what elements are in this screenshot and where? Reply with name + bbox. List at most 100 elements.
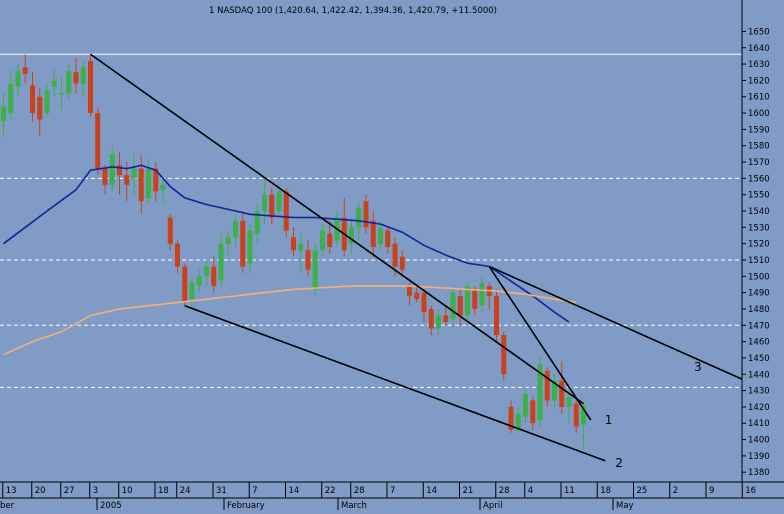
- candle-body: [211, 266, 217, 287]
- candle-body: [356, 207, 362, 228]
- candle-down: [472, 286, 478, 316]
- candle-up: [66, 64, 72, 100]
- price-tick-label: 1580: [748, 142, 770, 152]
- price-tick-label: 1440: [748, 370, 770, 380]
- candle-body: [392, 243, 398, 267]
- price-tick-label: 1510: [748, 256, 770, 266]
- candle-up: [233, 214, 238, 247]
- candle-body: [233, 220, 238, 238]
- candle-down: [211, 256, 217, 293]
- price-tick-label: 1610: [748, 93, 770, 103]
- candle-body: [15, 70, 21, 87]
- candle-body: [436, 315, 441, 329]
- price-tick-label: 1640: [748, 44, 770, 54]
- date-tick-label: 27: [64, 486, 75, 496]
- candle-down: [327, 220, 333, 254]
- candle-body: [153, 168, 159, 192]
- price-tick-label: 1420: [748, 403, 770, 413]
- candle-up: [523, 387, 528, 424]
- candle-down: [457, 289, 463, 326]
- candle-body: [117, 165, 122, 176]
- candle-up: [298, 233, 304, 274]
- candle-down: [291, 227, 296, 257]
- price-tick-label: 1430: [748, 387, 770, 397]
- month-label: May: [616, 501, 634, 510]
- candle-body: [189, 282, 195, 300]
- trendline-label-3: 3: [694, 360, 702, 374]
- candle-body: [276, 191, 282, 212]
- candle-body: [204, 266, 209, 277]
- date-tick-label: 20: [35, 486, 46, 496]
- trendline-label-1: 1: [605, 413, 613, 427]
- candle-down: [341, 197, 347, 257]
- candle-up: [44, 83, 50, 117]
- candle-up: [146, 158, 151, 205]
- candle-up: [262, 178, 267, 225]
- candle-body: [30, 85, 35, 114]
- candle-up: [479, 276, 485, 313]
- month-label: February: [227, 501, 265, 510]
- candle-body: [457, 295, 463, 316]
- candle-down: [428, 305, 434, 336]
- candle-down: [283, 188, 289, 238]
- candle-up: [349, 217, 354, 254]
- candle-down: [37, 88, 43, 136]
- candle-body: [131, 168, 137, 179]
- candle-body: [508, 406, 514, 430]
- candle-body: [240, 220, 246, 267]
- candle-body: [320, 230, 325, 251]
- candle-body: [421, 292, 427, 313]
- date-tick-label: 13: [6, 486, 17, 496]
- price-tick-label: 1410: [748, 419, 770, 429]
- candle-up: [320, 224, 325, 257]
- candle-down: [88, 54, 93, 117]
- month-label: 2005: [100, 501, 122, 510]
- price-tick-label: 1500: [748, 272, 770, 282]
- candle-down: [240, 211, 246, 274]
- candle-down: [385, 227, 391, 254]
- date-tick-label: 7: [252, 486, 257, 496]
- candle-up: [276, 184, 282, 218]
- candle-body: [312, 250, 318, 290]
- candle-body: [385, 230, 391, 247]
- candle-body: [559, 380, 565, 407]
- candle-body: [269, 194, 275, 218]
- candle-up: [378, 220, 383, 251]
- candle-body: [305, 250, 311, 270]
- candle-body: [59, 93, 64, 96]
- candle-body: [566, 397, 572, 407]
- candle-up: [581, 403, 586, 450]
- candle-down: [73, 57, 79, 94]
- candle-body: [146, 168, 151, 198]
- candle-body: [182, 266, 188, 303]
- trendline-2: [184, 304, 606, 462]
- candle-up: [15, 64, 21, 97]
- candle-down: [363, 194, 369, 234]
- date-tick-label: 18: [158, 486, 169, 496]
- date-tick-label: 9: [709, 486, 714, 496]
- trendline-label-2: 2: [615, 456, 623, 470]
- moving-average-layer: [3, 164, 577, 356]
- candle-up: [160, 178, 166, 203]
- month-label: March: [341, 501, 367, 510]
- candle-body: [66, 70, 72, 94]
- candle-down: [117, 152, 122, 195]
- date-tick-label: 2: [673, 486, 678, 496]
- candle-up: [450, 286, 456, 329]
- candle-up: [8, 70, 14, 120]
- date-tick-label: 3: [93, 486, 98, 496]
- candle-up: [552, 374, 557, 411]
- price-tick-label: 1460: [748, 338, 770, 348]
- candle-down: [182, 263, 188, 306]
- candle-body: [109, 153, 115, 185]
- candle-body: [37, 96, 43, 120]
- candle-body: [196, 276, 202, 287]
- candle-body: [544, 370, 550, 401]
- candle-body: [254, 211, 260, 234]
- price-tick-label: 1530: [748, 223, 770, 233]
- candle-body: [515, 413, 521, 430]
- candle-body: [327, 233, 333, 247]
- candle-body: [407, 286, 412, 296]
- price-tick-label: 1470: [748, 321, 770, 331]
- candle-body: [363, 201, 369, 228]
